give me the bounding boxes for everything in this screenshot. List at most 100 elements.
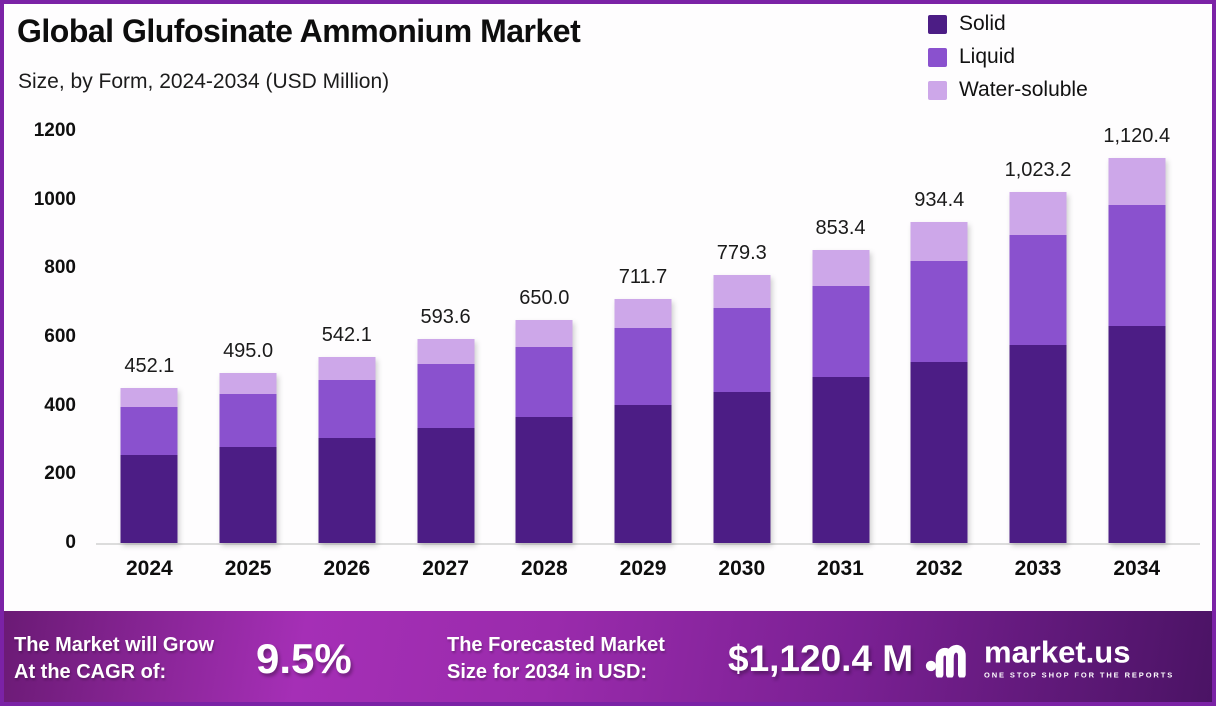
x-axis-label: 2033 (1014, 557, 1062, 580)
x-axis-label: 2024 (126, 557, 173, 580)
x-axis-label: 2028 (520, 557, 568, 580)
bar-segment-water-soluble (1108, 158, 1166, 206)
cagr-label-line2: At the CAGR of: (14, 660, 167, 683)
plot-area: 452.1 2024 495.0 2025 542.1 2026 593.6 2027 650.… (100, 125, 1186, 580)
bar-segment-water-soluble (713, 275, 771, 309)
y-axis-tick: 1000 (33, 188, 76, 210)
bar-total-label: 1,023.2 (1004, 158, 1072, 181)
bar-segment-liquid (318, 379, 376, 438)
brand-logo: market.us ONE STOP SHOP FOR THE REPORTS (925, 635, 1174, 682)
bar-segment-solid (1108, 325, 1166, 543)
x-axis-label: 2031 (817, 557, 864, 580)
bar-segment-solid (713, 391, 771, 543)
bar-group-2026: 542.1 2026 (297, 131, 396, 580)
bar-group-2024: 452.1 2024 (100, 131, 199, 580)
stacked-bar (910, 222, 968, 543)
bar-segment-solid (515, 416, 573, 543)
cagr-label-line1: The Market will Grow (14, 633, 215, 656)
stacked-bar (713, 275, 771, 543)
bar-group-2031: 853.4 2031 (791, 131, 890, 580)
y-axis-tick: 800 (44, 257, 76, 279)
x-axis-label: 2029 (619, 557, 667, 580)
y-axis-tick: 600 (44, 326, 76, 347)
y-axis-tick: 1200 (33, 120, 76, 141)
bar-segment-liquid (417, 364, 475, 428)
bar-segment-water-soluble (812, 250, 869, 286)
y-axis-tick: 0 (65, 532, 76, 553)
x-axis-baseline (96, 543, 1200, 545)
legend-swatch-icon (928, 14, 947, 34)
stacked-bar (515, 319, 573, 543)
stacked-bar (614, 298, 672, 543)
bar-total-label: 495.0 (223, 340, 274, 363)
legend-swatch-icon (928, 47, 947, 67)
bar-segment-liquid (910, 261, 968, 362)
bar-segment-solid (318, 437, 376, 543)
bar-group-2028: 650.0 2028 (495, 131, 594, 580)
footer-banner: The Market will Grow At the CAGR of: 9.5… (0, 611, 1216, 706)
bar-group-2034: 1,120.4 2034 (1087, 125, 1186, 580)
bar-segment-solid (120, 455, 178, 543)
bar-segment-solid (614, 404, 672, 543)
forecast-label-line2: Size for 2034 in USD: (447, 660, 648, 683)
bar-group-2027: 593.6 2027 (396, 131, 495, 580)
legend-swatch-icon (928, 80, 947, 100)
bar-total-label: 452.1 (124, 354, 175, 377)
bar-segment-liquid (515, 347, 573, 417)
legend-item-liquid: Liquid (928, 45, 1088, 69)
bar-segment-liquid (713, 308, 771, 392)
y-axis-tick: 200 (44, 463, 76, 485)
bar-total-label: 779.3 (716, 242, 767, 265)
bar-segment-water-soluble (120, 387, 178, 407)
bar-segment-water-soluble (318, 356, 376, 380)
bar-total-label: 1,120.4 (1103, 125, 1171, 148)
bar-total-label: 853.4 (815, 217, 866, 239)
marketus-logo-icon (925, 635, 973, 682)
legend-item-solid: Solid (928, 12, 1088, 36)
stacked-bar (318, 356, 376, 543)
cagr-value: 9.5% (256, 634, 352, 682)
x-axis-label: 2032 (915, 557, 963, 580)
x-axis-label: 2030 (718, 557, 766, 580)
bar-segment-solid (910, 361, 968, 543)
stacked-bar (812, 250, 869, 543)
cagr-label: The Market will Grow At the CAGR of: (14, 632, 214, 686)
bar-segment-solid (417, 427, 475, 543)
bar-group-2032: 934.4 2032 (890, 131, 989, 580)
stacked-bar (219, 373, 277, 543)
bar-group-2030: 779.3 2030 (692, 131, 791, 580)
bar-segment-water-soluble (910, 222, 968, 262)
legend-item-water-soluble: Water-soluble (928, 78, 1088, 102)
bar-total-label: 593.6 (420, 306, 471, 329)
legend-label: Solid (959, 12, 1006, 35)
bar-total-label: 711.7 (618, 265, 668, 288)
bar-segment-liquid (812, 285, 869, 378)
bar-segment-liquid (1009, 234, 1067, 345)
bar-group-2029: 711.7 2029 (594, 131, 693, 580)
forecast-label: The Forecasted Market Size for 2034 in U… (447, 632, 665, 686)
brand-tagline: ONE STOP SHOP FOR THE REPORTS (984, 670, 1175, 680)
page-subtitle: Size, by Form, 2024-2034 (USD Million) (18, 70, 390, 93)
bar-segment-water-soluble (417, 339, 475, 365)
bar-segment-solid (812, 377, 869, 543)
x-axis-label: 2034 (1113, 557, 1161, 580)
y-axis: 0 200 400 600 800 1000 1200 (14, 0, 76, 706)
bar-segment-liquid (614, 328, 672, 405)
bar-total-label: 934.4 (914, 189, 965, 212)
forecast-value: $1,120.4 M (728, 637, 914, 679)
stacked-bar (1009, 191, 1067, 543)
bar-group-2025: 495.0 2025 (199, 131, 298, 580)
bar-group-2033: 1,023.2 2033 (989, 131, 1088, 580)
x-axis-label: 2027 (422, 557, 469, 580)
bar-segment-water-soluble (219, 373, 277, 394)
bar-total-label: 542.1 (321, 323, 372, 346)
bar-segment-water-soluble (1009, 191, 1067, 235)
y-axis-tick: 400 (44, 394, 76, 416)
legend-label: Water-soluble (959, 78, 1088, 101)
legend-label: Liquid (959, 45, 1016, 68)
stacked-bar (120, 387, 178, 543)
bar-total-label: 650.0 (519, 286, 570, 309)
x-axis-label: 2025 (224, 557, 272, 580)
brand-name: market.us (984, 634, 1131, 670)
bar-segment-liquid (219, 393, 277, 447)
